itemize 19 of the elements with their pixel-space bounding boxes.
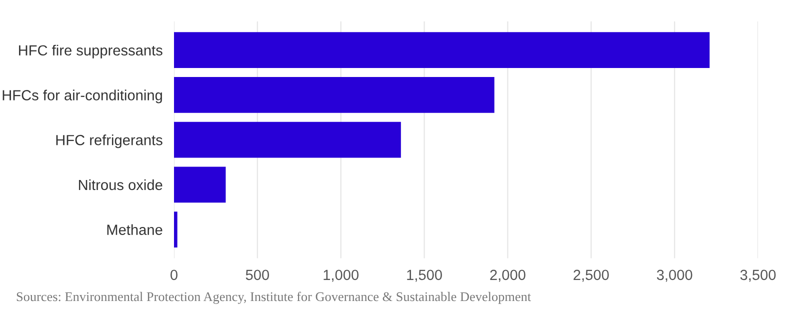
y-tick-label: Methane xyxy=(107,224,162,235)
x-tick-label: 1,000 xyxy=(324,270,359,282)
x-tick-label: 1,500 xyxy=(407,270,442,282)
x-tick-label: 2,500 xyxy=(574,270,609,282)
x-tick-label: 3,500 xyxy=(740,270,776,282)
bar xyxy=(174,212,178,248)
x-tick-label: 3,000 xyxy=(656,270,692,282)
y-tick-label: HFC fire suppressants xyxy=(19,44,162,58)
x-tick-label: 2,000 xyxy=(490,270,526,282)
y-tick-label: Nitrous oxide xyxy=(78,179,162,190)
bar xyxy=(174,77,494,113)
y-tick-label: HFCs for air-conditioning xyxy=(2,90,162,104)
x-tick-label: 0 xyxy=(170,270,178,280)
x-tick-label: 500 xyxy=(246,270,270,280)
bar xyxy=(174,32,710,68)
bar xyxy=(174,122,401,158)
bar xyxy=(174,166,226,203)
source-note: Sources: Environmental Protection Agency, Institute for Governance & Sustainable Development xyxy=(16,292,531,304)
y-tick-label: HFC refrigerants xyxy=(56,134,162,148)
